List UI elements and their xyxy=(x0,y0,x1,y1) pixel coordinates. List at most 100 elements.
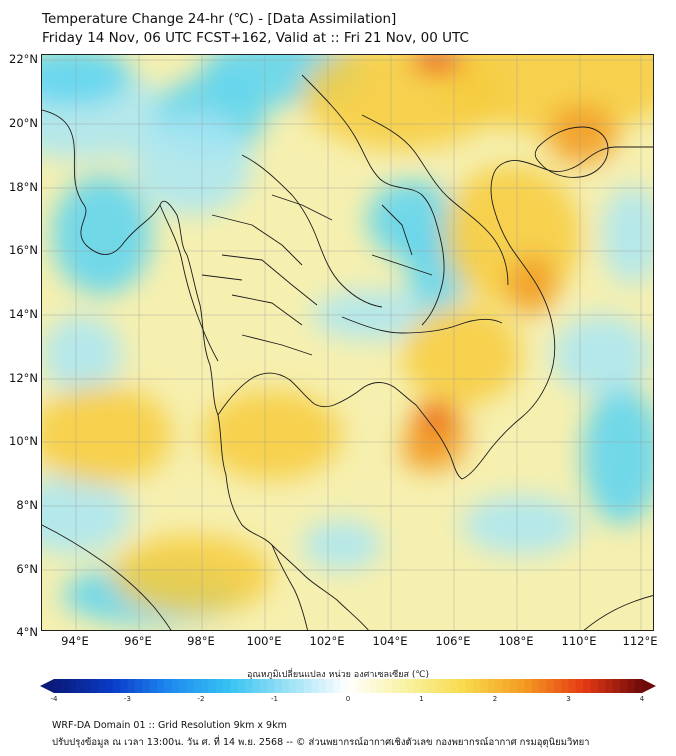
colorbar-tick-label: 4 xyxy=(639,695,645,703)
colorbar-cell xyxy=(274,679,283,693)
field-patch-cool xyxy=(602,185,653,285)
lat-lon-grid xyxy=(42,55,653,630)
colorbar-cell xyxy=(149,679,158,693)
colorbar-cell xyxy=(428,679,437,693)
coastline-malay xyxy=(271,544,308,630)
map-title: Temperature Change 24-hr (℃) - [Data Ass… xyxy=(42,11,397,27)
province-lines xyxy=(201,194,433,356)
colorbar-cell xyxy=(414,679,422,693)
colorbar-cell xyxy=(472,679,481,693)
colorbar-cell xyxy=(517,679,525,693)
colorbar-cell xyxy=(568,679,577,693)
colorbar-cell xyxy=(553,679,562,693)
colorbar-tick-label: 3 xyxy=(566,695,571,703)
field-patch-warm xyxy=(112,535,272,615)
field-patch-very-hot xyxy=(412,55,462,72)
colorbar-cell xyxy=(90,679,99,693)
colorbar-cell xyxy=(289,679,297,693)
colorbar-cell xyxy=(171,679,180,693)
border-cambodia xyxy=(341,316,503,334)
colorbar-cell xyxy=(362,679,371,693)
border-mekong xyxy=(301,74,445,326)
colorbar-cell xyxy=(612,679,621,693)
lat-label: 8°N xyxy=(16,498,38,512)
colorbar-tick-label: 0 xyxy=(345,695,351,703)
field-patch-cool xyxy=(302,520,382,570)
colorbar-cell xyxy=(590,679,599,693)
border-laos-north xyxy=(241,154,383,308)
lon-label: 104°E xyxy=(372,634,408,648)
colorbar-cell xyxy=(340,679,349,693)
lat-label: 6°N xyxy=(16,562,38,576)
colorbar-cell xyxy=(502,679,511,693)
field-patch-hot xyxy=(507,255,557,315)
colorbar-cell xyxy=(421,679,430,693)
colorbar-cell xyxy=(531,679,540,693)
colorbar-cell xyxy=(112,679,121,693)
field-patch-cold xyxy=(42,55,132,105)
field-patch-warm xyxy=(202,390,342,480)
field-patch-cool xyxy=(42,315,122,395)
colorbar-cell xyxy=(583,679,591,693)
lon-label: 112°E xyxy=(622,634,658,648)
lon-label: 110°E xyxy=(561,634,597,648)
field-patch-hot xyxy=(402,430,442,470)
lat-label: 22°N xyxy=(9,52,38,66)
lat-label: 12°N xyxy=(9,371,38,385)
colorbar-cells xyxy=(40,679,656,693)
colorbar-cell xyxy=(193,679,202,693)
colorbar-cell xyxy=(458,679,466,693)
coastline-sumatra xyxy=(42,524,172,630)
map-subtitle: Friday 14 Nov, 06 UTC FCST+162, Valid at… xyxy=(42,30,469,46)
colorbar-cell xyxy=(76,679,84,693)
colorbar-cell xyxy=(406,679,415,693)
colorbar-cell xyxy=(509,679,518,693)
lat-label: 18°N xyxy=(9,180,38,194)
colorbar-cell xyxy=(186,679,195,693)
lat-label: 16°N xyxy=(9,243,38,257)
colorbar-cell xyxy=(178,679,187,693)
lat-label: 14°N xyxy=(9,307,38,321)
colorbar-tick-label: 1 xyxy=(419,695,424,703)
colorbar-cell xyxy=(605,679,613,693)
colorbar-cell xyxy=(156,679,165,693)
colorbar-cell xyxy=(325,679,334,693)
field-patch-cool xyxy=(552,315,652,395)
colorbar-cell xyxy=(333,679,342,693)
colorbar-cell xyxy=(120,679,128,693)
colorbar-cell xyxy=(561,679,569,693)
lon-label: 106°E xyxy=(435,634,471,648)
colorbar-cell xyxy=(281,679,290,693)
lon-label: 100°E xyxy=(246,634,282,648)
lon-label: 102°E xyxy=(309,634,345,648)
coastline-gulf xyxy=(217,372,417,416)
colorbar-cell xyxy=(201,679,209,693)
colorbar-cell xyxy=(487,679,496,693)
colorbar-cell xyxy=(54,679,62,693)
colorbar-cell xyxy=(392,679,400,693)
temperature-field xyxy=(42,55,653,625)
colorbar-tick-label: -2 xyxy=(197,695,205,703)
lon-label: 108°E xyxy=(498,634,534,648)
lat-label: 20°N xyxy=(9,116,38,130)
colorbar-cell xyxy=(634,679,643,693)
colorbar-label: อุณหภูมิเปลี่ยนแปลง หน่วย องศาเซลเซียส (… xyxy=(246,670,430,680)
colorbar-cell xyxy=(384,679,393,693)
colorbar-cell xyxy=(296,679,305,693)
colorbar-cell xyxy=(575,679,584,693)
lat-label: 4°N xyxy=(16,625,38,639)
lon-label: 94°E xyxy=(61,634,89,648)
footer-domain-info: WRF-DA Domain 01 :: Grid Resolution 9km … xyxy=(52,720,287,731)
colorbar-cell xyxy=(223,679,231,693)
colorbar-cell xyxy=(230,679,239,693)
colorbar-cell xyxy=(164,679,172,693)
colorbar-cell xyxy=(208,679,217,693)
map-canvas xyxy=(42,55,653,630)
colorbar-cell xyxy=(311,679,319,693)
colorbar-cell xyxy=(524,679,533,693)
colorbar-cell xyxy=(267,679,275,693)
field-patch-hot xyxy=(547,105,617,165)
colorbar-cell xyxy=(443,679,452,693)
colorbar-cell xyxy=(348,679,356,693)
border-thailand-myanmar xyxy=(159,204,219,362)
